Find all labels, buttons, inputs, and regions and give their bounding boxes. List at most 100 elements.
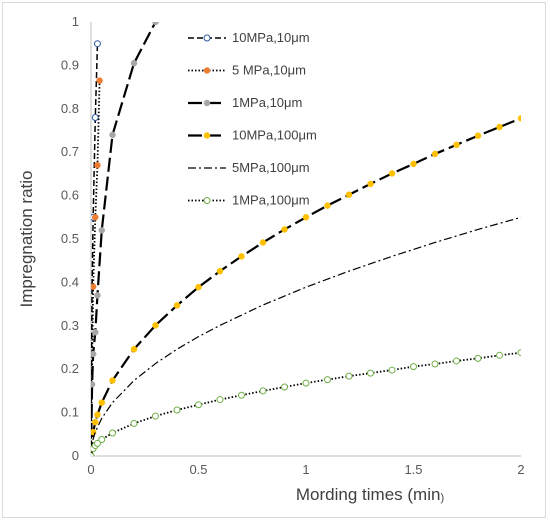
data-point bbox=[238, 253, 245, 260]
y-axis-title: Impregnation ratio bbox=[17, 170, 36, 307]
data-point bbox=[98, 399, 105, 406]
data-point bbox=[324, 376, 331, 384]
data-point bbox=[517, 349, 521, 357]
legend-marker bbox=[203, 197, 211, 204]
data-point bbox=[98, 436, 106, 444]
legend-item: 10MPa,100μm bbox=[188, 128, 317, 143]
legend-marker bbox=[203, 99, 211, 107]
data-point bbox=[216, 396, 224, 404]
legend-item: 5MPa,100μm bbox=[188, 160, 310, 175]
data-point bbox=[281, 383, 288, 391]
x-axis-title: Mording times (min) bbox=[296, 485, 444, 504]
data-point bbox=[281, 226, 288, 233]
data-point bbox=[91, 381, 96, 388]
data-point bbox=[96, 77, 103, 84]
legend-label: 5 MPa,10μm bbox=[232, 63, 306, 78]
data-point bbox=[517, 115, 521, 122]
legend-label: 5MPa,100μm bbox=[232, 160, 310, 175]
y-tick-label: 0.8 bbox=[61, 101, 79, 116]
data-point bbox=[94, 411, 101, 419]
data-point bbox=[367, 369, 374, 377]
legend-label: 10MPa,100μm bbox=[232, 128, 317, 143]
data-point bbox=[302, 379, 310, 387]
series-layer bbox=[91, 22, 521, 456]
data-point bbox=[302, 214, 310, 221]
y-tick-label: 1 bbox=[72, 14, 79, 29]
series-line bbox=[91, 216, 521, 456]
y-tick-label: 0.4 bbox=[61, 274, 79, 289]
series-4 bbox=[91, 216, 521, 456]
data-point bbox=[109, 131, 116, 139]
series-2 bbox=[91, 22, 159, 456]
legend-label: 1MPa,100μm bbox=[232, 193, 310, 208]
series-5 bbox=[91, 349, 521, 456]
legend-label: 10MPa,10μm bbox=[232, 30, 310, 45]
legend-item: 1MPa,10μm bbox=[188, 95, 302, 110]
y-tick-label: 0 bbox=[72, 448, 79, 463]
legend-label: 1MPa,10μm bbox=[232, 95, 302, 110]
data-point bbox=[109, 377, 116, 384]
legend-item: 10MPa,10μm bbox=[188, 30, 310, 45]
axes: 0 0.5 1 1.5 2 0 0.1 0.2 0.3 0.4 0.5 0.6 0.7 0.8 0.9 1 bbox=[61, 14, 525, 477]
data-point bbox=[173, 406, 181, 414]
x-tick-label: 1.5 bbox=[404, 462, 422, 477]
data-point bbox=[92, 214, 99, 221]
data-point bbox=[130, 419, 138, 427]
y-tick-label: 0.9 bbox=[61, 57, 79, 72]
data-point bbox=[259, 239, 267, 246]
data-point bbox=[324, 202, 331, 209]
x-tick-label: 1 bbox=[302, 462, 309, 477]
data-point bbox=[474, 354, 482, 362]
data-point bbox=[91, 113, 99, 121]
data-point bbox=[92, 418, 99, 426]
data-point bbox=[130, 59, 138, 67]
data-point bbox=[431, 360, 439, 368]
data-point bbox=[345, 191, 353, 198]
legend-marker bbox=[203, 132, 211, 139]
series-3 bbox=[91, 115, 521, 456]
data-point bbox=[91, 350, 97, 358]
data-point bbox=[152, 412, 159, 420]
data-point bbox=[431, 150, 439, 158]
legend: 10MPa,10μm 5 MPa,10μm 1MPa,10μm 10MPa,100μm… bbox=[188, 30, 317, 208]
data-point bbox=[453, 357, 460, 365]
data-point bbox=[216, 267, 224, 275]
data-point bbox=[92, 329, 99, 336]
series-0 bbox=[91, 40, 101, 456]
data-point bbox=[94, 161, 101, 169]
data-point bbox=[345, 372, 353, 380]
data-point bbox=[388, 170, 396, 177]
data-point bbox=[388, 366, 396, 374]
y-tick-label: 0.1 bbox=[61, 405, 79, 420]
data-point bbox=[94, 292, 101, 299]
x-axis-title-main: Mording times (min bbox=[296, 485, 441, 504]
data-point bbox=[238, 391, 245, 399]
y-tick-label: 0.5 bbox=[61, 231, 79, 246]
chart-frame bbox=[2, 2, 546, 518]
data-point bbox=[109, 429, 116, 437]
x-tick-label: 0.5 bbox=[189, 462, 207, 477]
legend-item: 5 MPa,10μm bbox=[188, 63, 306, 78]
data-point bbox=[259, 387, 267, 395]
data-point bbox=[173, 302, 181, 309]
legend-marker bbox=[203, 34, 211, 42]
legend-marker bbox=[203, 67, 211, 74]
y-tick-label: 0.7 bbox=[61, 144, 79, 159]
data-point bbox=[152, 322, 159, 329]
data-point bbox=[91, 283, 97, 290]
y-tick-label: 0.3 bbox=[61, 318, 79, 333]
x-axis-title-suffix: ) bbox=[440, 492, 444, 504]
data-point bbox=[474, 132, 482, 139]
legend-item: 1MPa,100μm bbox=[188, 193, 310, 208]
x-tick-label: 2 bbox=[517, 462, 524, 477]
data-point bbox=[93, 439, 101, 447]
data-point bbox=[152, 22, 159, 26]
data-point bbox=[367, 180, 374, 188]
data-point bbox=[93, 40, 101, 48]
series-line bbox=[91, 351, 521, 456]
y-tick-label: 0.6 bbox=[61, 188, 79, 203]
data-point bbox=[195, 283, 202, 291]
x-tick-label: 0 bbox=[87, 462, 94, 477]
data-point bbox=[98, 227, 105, 234]
